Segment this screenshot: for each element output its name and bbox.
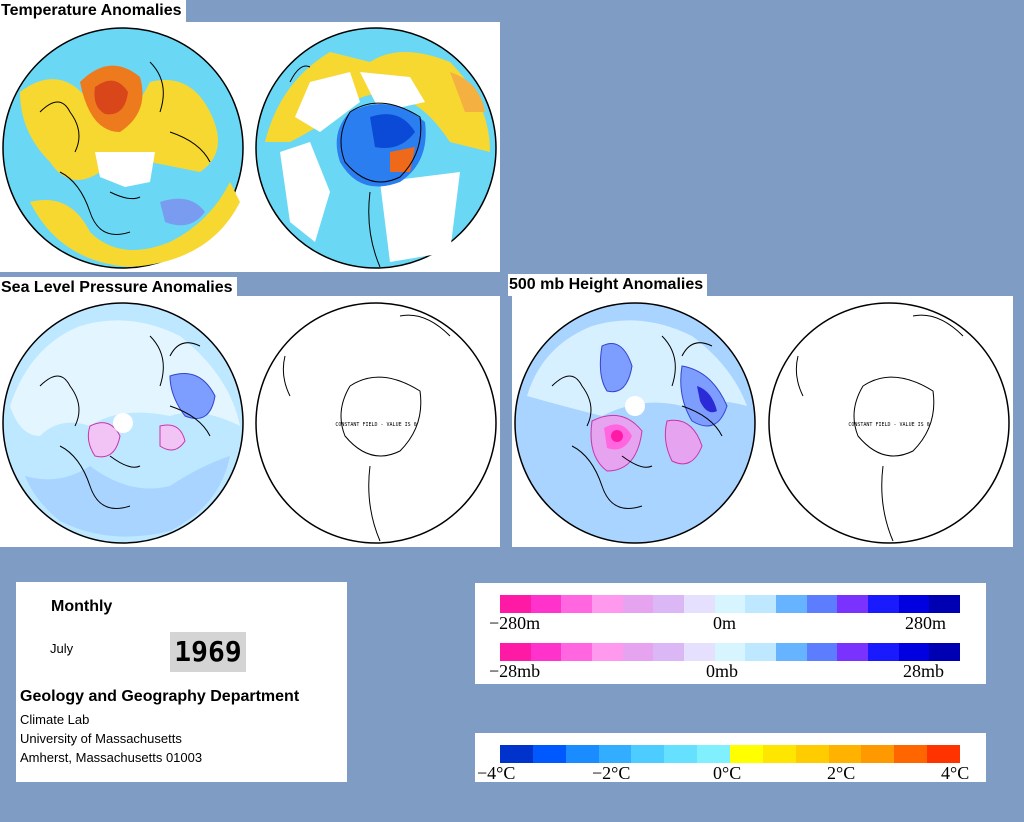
height500-north-globe (514, 302, 756, 544)
slp-north-globe (2, 302, 244, 544)
pressure-colorbar-swatch (898, 643, 930, 661)
height-min-label: −280m (489, 613, 541, 633)
temperature-south-globe (255, 27, 497, 269)
slp-constant-field-label: CONSTANT FIELD - VALUE IS 0 (335, 422, 416, 428)
pressure-colorbar-swatch (653, 643, 685, 661)
temperature-colorbar-swatch (500, 745, 533, 763)
pressure-colorbar-swatch (837, 643, 869, 661)
temperature-tick-minus4: −4°C (477, 763, 516, 783)
temperature-tick-minus2: −2°C (592, 763, 631, 783)
temperature-north-globe (2, 27, 244, 269)
height-colorbar-swatch (653, 595, 685, 613)
height-colorbar-swatch (500, 595, 531, 613)
temperature-colorbar-swatch (664, 745, 698, 763)
height-mid-label: 0m (713, 613, 737, 633)
height500-title: 500 mb Height Anomalies (508, 274, 708, 296)
address-label: Amherst, Massachusetts 01003 (20, 750, 203, 765)
pressure-colorbar (500, 643, 961, 661)
height-colorbar-swatch (592, 595, 623, 613)
pressure-colorbar-swatch (714, 643, 746, 661)
pressure-colorbar-swatch (500, 643, 531, 661)
pressure-colorbar-swatch (592, 643, 623, 661)
height500-panel: CONSTANT FIELD - VALUE IS 0 (512, 296, 1013, 547)
temperature-colorbar-swatch (532, 745, 566, 763)
height-colorbar (500, 595, 961, 613)
temperature-colorbar-swatch (861, 745, 895, 763)
pressure-min-label: −28mb (489, 661, 541, 681)
height-colorbar-swatch (745, 595, 777, 613)
temperature-tick-plus4: 4°C (941, 763, 970, 783)
temperature-panel (0, 22, 500, 272)
height-colorbar-swatch (714, 595, 746, 613)
height-colorbar-swatch (929, 595, 961, 613)
height-colorbar-swatch (530, 595, 562, 613)
height-colorbar-swatch (684, 595, 715, 613)
slp-south-globe: CONSTANT FIELD - VALUE IS 0 (255, 302, 497, 544)
temperature-tick-plus2: 2°C (827, 763, 856, 783)
temperature-colorbar-swatch (762, 745, 796, 763)
height500-constant-field-label: CONSTANT FIELD - VALUE IS 0 (848, 422, 929, 428)
height-colorbar-swatch (837, 595, 869, 613)
temperature-colorbar (500, 745, 961, 763)
pressure-colorbar-swatch (622, 643, 654, 661)
height-colorbar-swatch (776, 595, 807, 613)
period-label: Monthly (51, 598, 113, 615)
height-colorbar-swatch (806, 595, 838, 613)
temperature-tick-zero: 0°C (713, 763, 742, 783)
university-label: University of Massachusetts (20, 731, 182, 746)
pressure-colorbar-swatch (929, 643, 961, 661)
department-label: Geology and Geography Department (20, 688, 300, 705)
pressure-max-label: 28mb (903, 661, 945, 681)
month-label: July (50, 641, 74, 656)
height-colorbar-swatch (898, 595, 930, 613)
temperature-colorbar-swatch (730, 745, 763, 763)
pressure-colorbar-swatch (530, 643, 562, 661)
pressure-colorbar-swatch (868, 643, 899, 661)
temperature-colorbar-swatch (927, 745, 961, 763)
pressure-colorbar-swatch (684, 643, 715, 661)
temperature-colorbar-swatch (894, 745, 928, 763)
height500-south-globe: CONSTANT FIELD - VALUE IS 0 (768, 302, 1010, 544)
height-colorbar-swatch (868, 595, 899, 613)
height-colorbar-swatch (622, 595, 654, 613)
anomaly-legend: −280m 0m 280m −28mb 0mb 28mb (475, 583, 986, 684)
pressure-mid-label: 0mb (706, 661, 739, 681)
pressure-colorbar-swatch (806, 643, 838, 661)
slp-title: Sea Level Pressure Anomalies (0, 277, 237, 299)
height-max-label: 280m (905, 613, 947, 633)
temperature-colorbar-swatch (795, 745, 829, 763)
temperature-colorbar-swatch (631, 745, 665, 763)
pressure-colorbar-swatch (745, 643, 777, 661)
temperature-colorbar-swatch (598, 745, 632, 763)
slp-panel: CONSTANT FIELD - VALUE IS 0 (0, 296, 500, 547)
pressure-colorbar-swatch (776, 643, 807, 661)
temperature-colorbar-swatch (565, 745, 599, 763)
temperature-legend: −4°C −2°C 0°C 2°C 4°C (475, 733, 986, 782)
pressure-colorbar-swatch (561, 643, 593, 661)
temperature-colorbar-swatch (828, 745, 862, 763)
height-colorbar-swatch (561, 595, 593, 613)
year-display: 1969 (170, 632, 246, 672)
info-box: Monthly July 1969 Geology and Geography … (16, 582, 347, 782)
temperature-title: Temperature Anomalies (0, 0, 186, 22)
lab-label: Climate Lab (20, 712, 90, 727)
temperature-colorbar-swatch (697, 745, 731, 763)
